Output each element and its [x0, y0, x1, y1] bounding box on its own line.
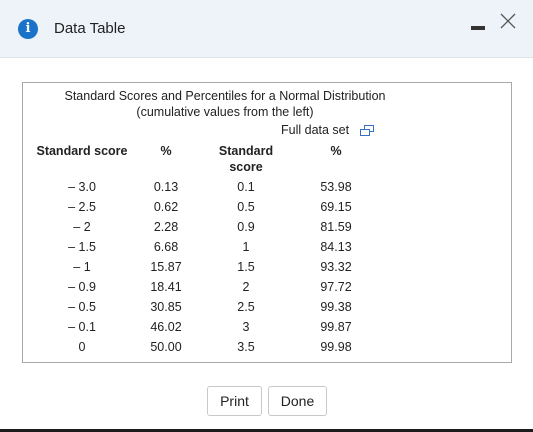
info-icon: i: [18, 19, 38, 39]
cell-standard-score-2: 2: [242, 280, 250, 294]
data-table-panel: Standard Scores and Percentiles for a No…: [22, 82, 512, 363]
cell-standard-score-2: 3.5: [237, 340, 255, 354]
cell-percent-2: 99.98: [320, 340, 352, 354]
cell-standard-score-1: – 1.5: [68, 240, 96, 254]
cell-percent-2: 93.32: [320, 260, 352, 274]
cell-percent-2: 69.15: [320, 200, 352, 214]
cell-standard-score-2: 1: [242, 240, 250, 254]
table-subcaption: (cumulative values from the left): [136, 105, 314, 119]
header-percent-1: %: [160, 144, 172, 158]
cell-percent-1: 18.41: [150, 280, 182, 294]
cell-percent-1: 6.68: [153, 240, 179, 254]
cell-standard-score-1: – 2: [73, 220, 91, 234]
close-icon[interactable]: [498, 11, 518, 31]
cell-percent-1: 2.28: [153, 220, 179, 234]
header-standard-score-1: Standard score: [36, 144, 128, 158]
dialog-title: Data Table: [54, 20, 126, 37]
cell-standard-score-2: 0.1: [237, 180, 255, 194]
cell-percent-1: 15.87: [150, 260, 182, 274]
cell-percent-1: 30.85: [150, 300, 182, 314]
cell-standard-score-1: – 1: [73, 260, 91, 274]
done-button[interactable]: Done: [268, 386, 327, 416]
cell-percent-1: 50.00: [150, 340, 182, 354]
cell-percent-1: 46.02: [150, 320, 182, 334]
header-percent-2: %: [330, 144, 342, 158]
bottom-border: [0, 429, 533, 432]
cell-percent-2: 99.38: [320, 300, 352, 314]
cell-percent-2: 84.13: [320, 240, 352, 254]
cell-standard-score-2: 0.9: [237, 220, 255, 234]
cell-standard-score-1: – 0.5: [68, 300, 96, 314]
cell-standard-score-1: – 3.0: [68, 180, 96, 194]
cell-standard-score-1: 0: [78, 340, 86, 354]
header-standard-score-2: Standard: [218, 144, 274, 158]
cell-standard-score-2: 2.5: [237, 300, 255, 314]
print-button[interactable]: Print: [207, 386, 262, 416]
full-data-set-link[interactable]: Full data set: [281, 123, 350, 137]
header-standard-score-2-line2: score: [229, 160, 263, 174]
cell-percent-1: 0.62: [153, 200, 179, 214]
table-caption: Standard Scores and Percentiles for a No…: [64, 89, 386, 103]
cell-percent-1: 0.13: [153, 180, 179, 194]
minimize-icon[interactable]: [471, 26, 485, 30]
cell-standard-score-2: 1.5: [237, 260, 255, 274]
cell-standard-score-1: – 2.5: [68, 200, 96, 214]
cell-standard-score-2: 0.5: [237, 200, 255, 214]
cell-standard-score-2: 3: [242, 320, 250, 334]
cell-standard-score-1: – 0.9: [68, 280, 96, 294]
cell-percent-2: 53.98: [320, 180, 352, 194]
copy-data-icon[interactable]: [360, 125, 374, 137]
cell-standard-score-1: – 0.1: [68, 320, 96, 334]
title-bar: i Data Table: [0, 0, 533, 58]
cell-percent-2: 99.87: [320, 320, 352, 334]
cell-percent-2: 81.59: [320, 220, 352, 234]
cell-percent-2: 97.72: [320, 280, 352, 294]
